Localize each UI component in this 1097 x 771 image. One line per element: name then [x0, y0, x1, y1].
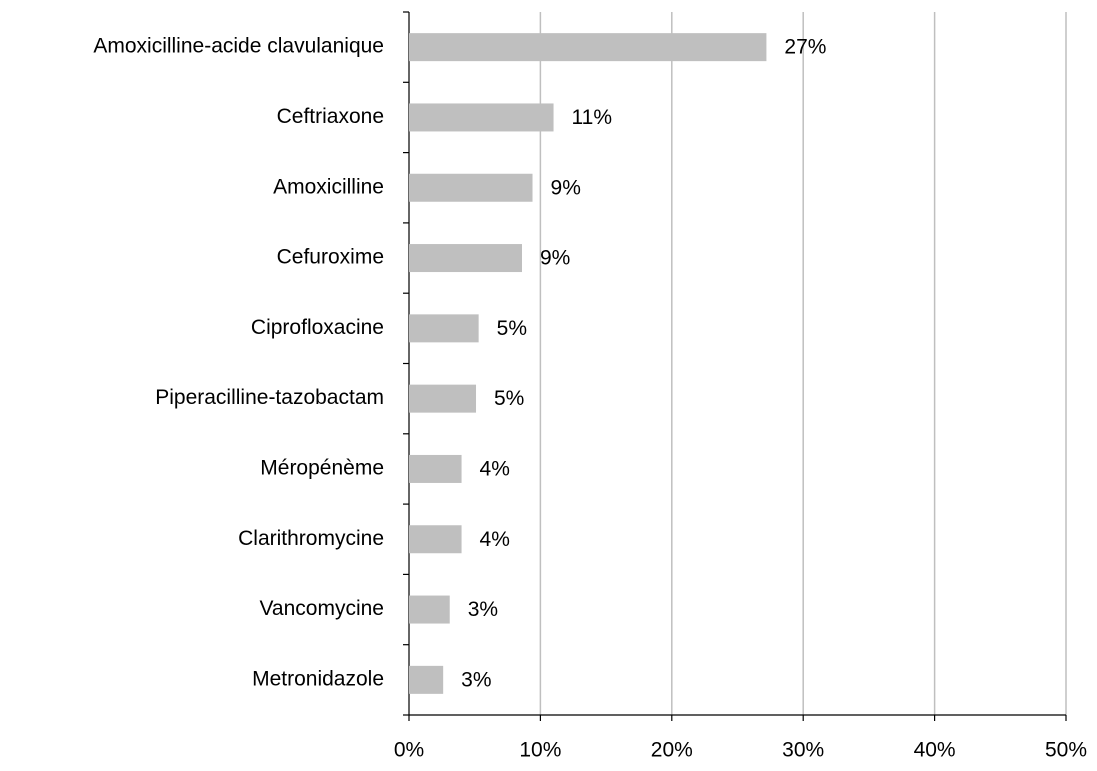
value-label: 3%	[468, 598, 498, 621]
bar	[409, 454, 462, 483]
bar	[409, 314, 479, 343]
bar	[409, 595, 450, 624]
bar	[409, 384, 477, 413]
x-tick-label: 30%	[782, 739, 824, 762]
y-tick-label: Piperacilline-tazobactam	[155, 386, 384, 409]
bar	[409, 244, 523, 273]
y-tick-label: Méropénème	[260, 456, 384, 479]
value-label: 11%	[572, 106, 612, 129]
bar	[409, 173, 533, 202]
value-label: 4%	[480, 457, 510, 480]
value-label: 4%	[480, 528, 510, 551]
x-tick-label: 0%	[394, 739, 424, 762]
value-label: 5%	[497, 317, 527, 340]
y-tick-label: Metronidazole	[252, 667, 384, 690]
x-tick-label: 40%	[914, 739, 956, 762]
y-tick-label: Vancomycine	[259, 597, 384, 620]
bar	[409, 33, 767, 62]
value-label: 3%	[461, 668, 491, 691]
value-label: 5%	[494, 387, 524, 410]
value-label: 9%	[551, 176, 581, 199]
x-tick-label: 20%	[651, 739, 693, 762]
bar	[409, 665, 444, 694]
x-tick-label: 50%	[1045, 739, 1087, 762]
y-tick-label: Cefuroxime	[277, 246, 384, 269]
y-tick-label: Amoxicilline	[273, 175, 384, 198]
bar	[409, 103, 554, 132]
x-tick-label: 10%	[519, 739, 561, 762]
y-tick-label: Clarithromycine	[238, 527, 384, 550]
value-label: 27%	[784, 36, 826, 59]
y-tick-label: Ciprofloxacine	[251, 316, 384, 339]
value-label: 9%	[540, 247, 570, 270]
y-tick-label: Ceftriaxone	[277, 105, 384, 128]
y-tick-label: Amoxicilline-acide clavulanique	[93, 35, 384, 58]
bar	[409, 525, 462, 554]
